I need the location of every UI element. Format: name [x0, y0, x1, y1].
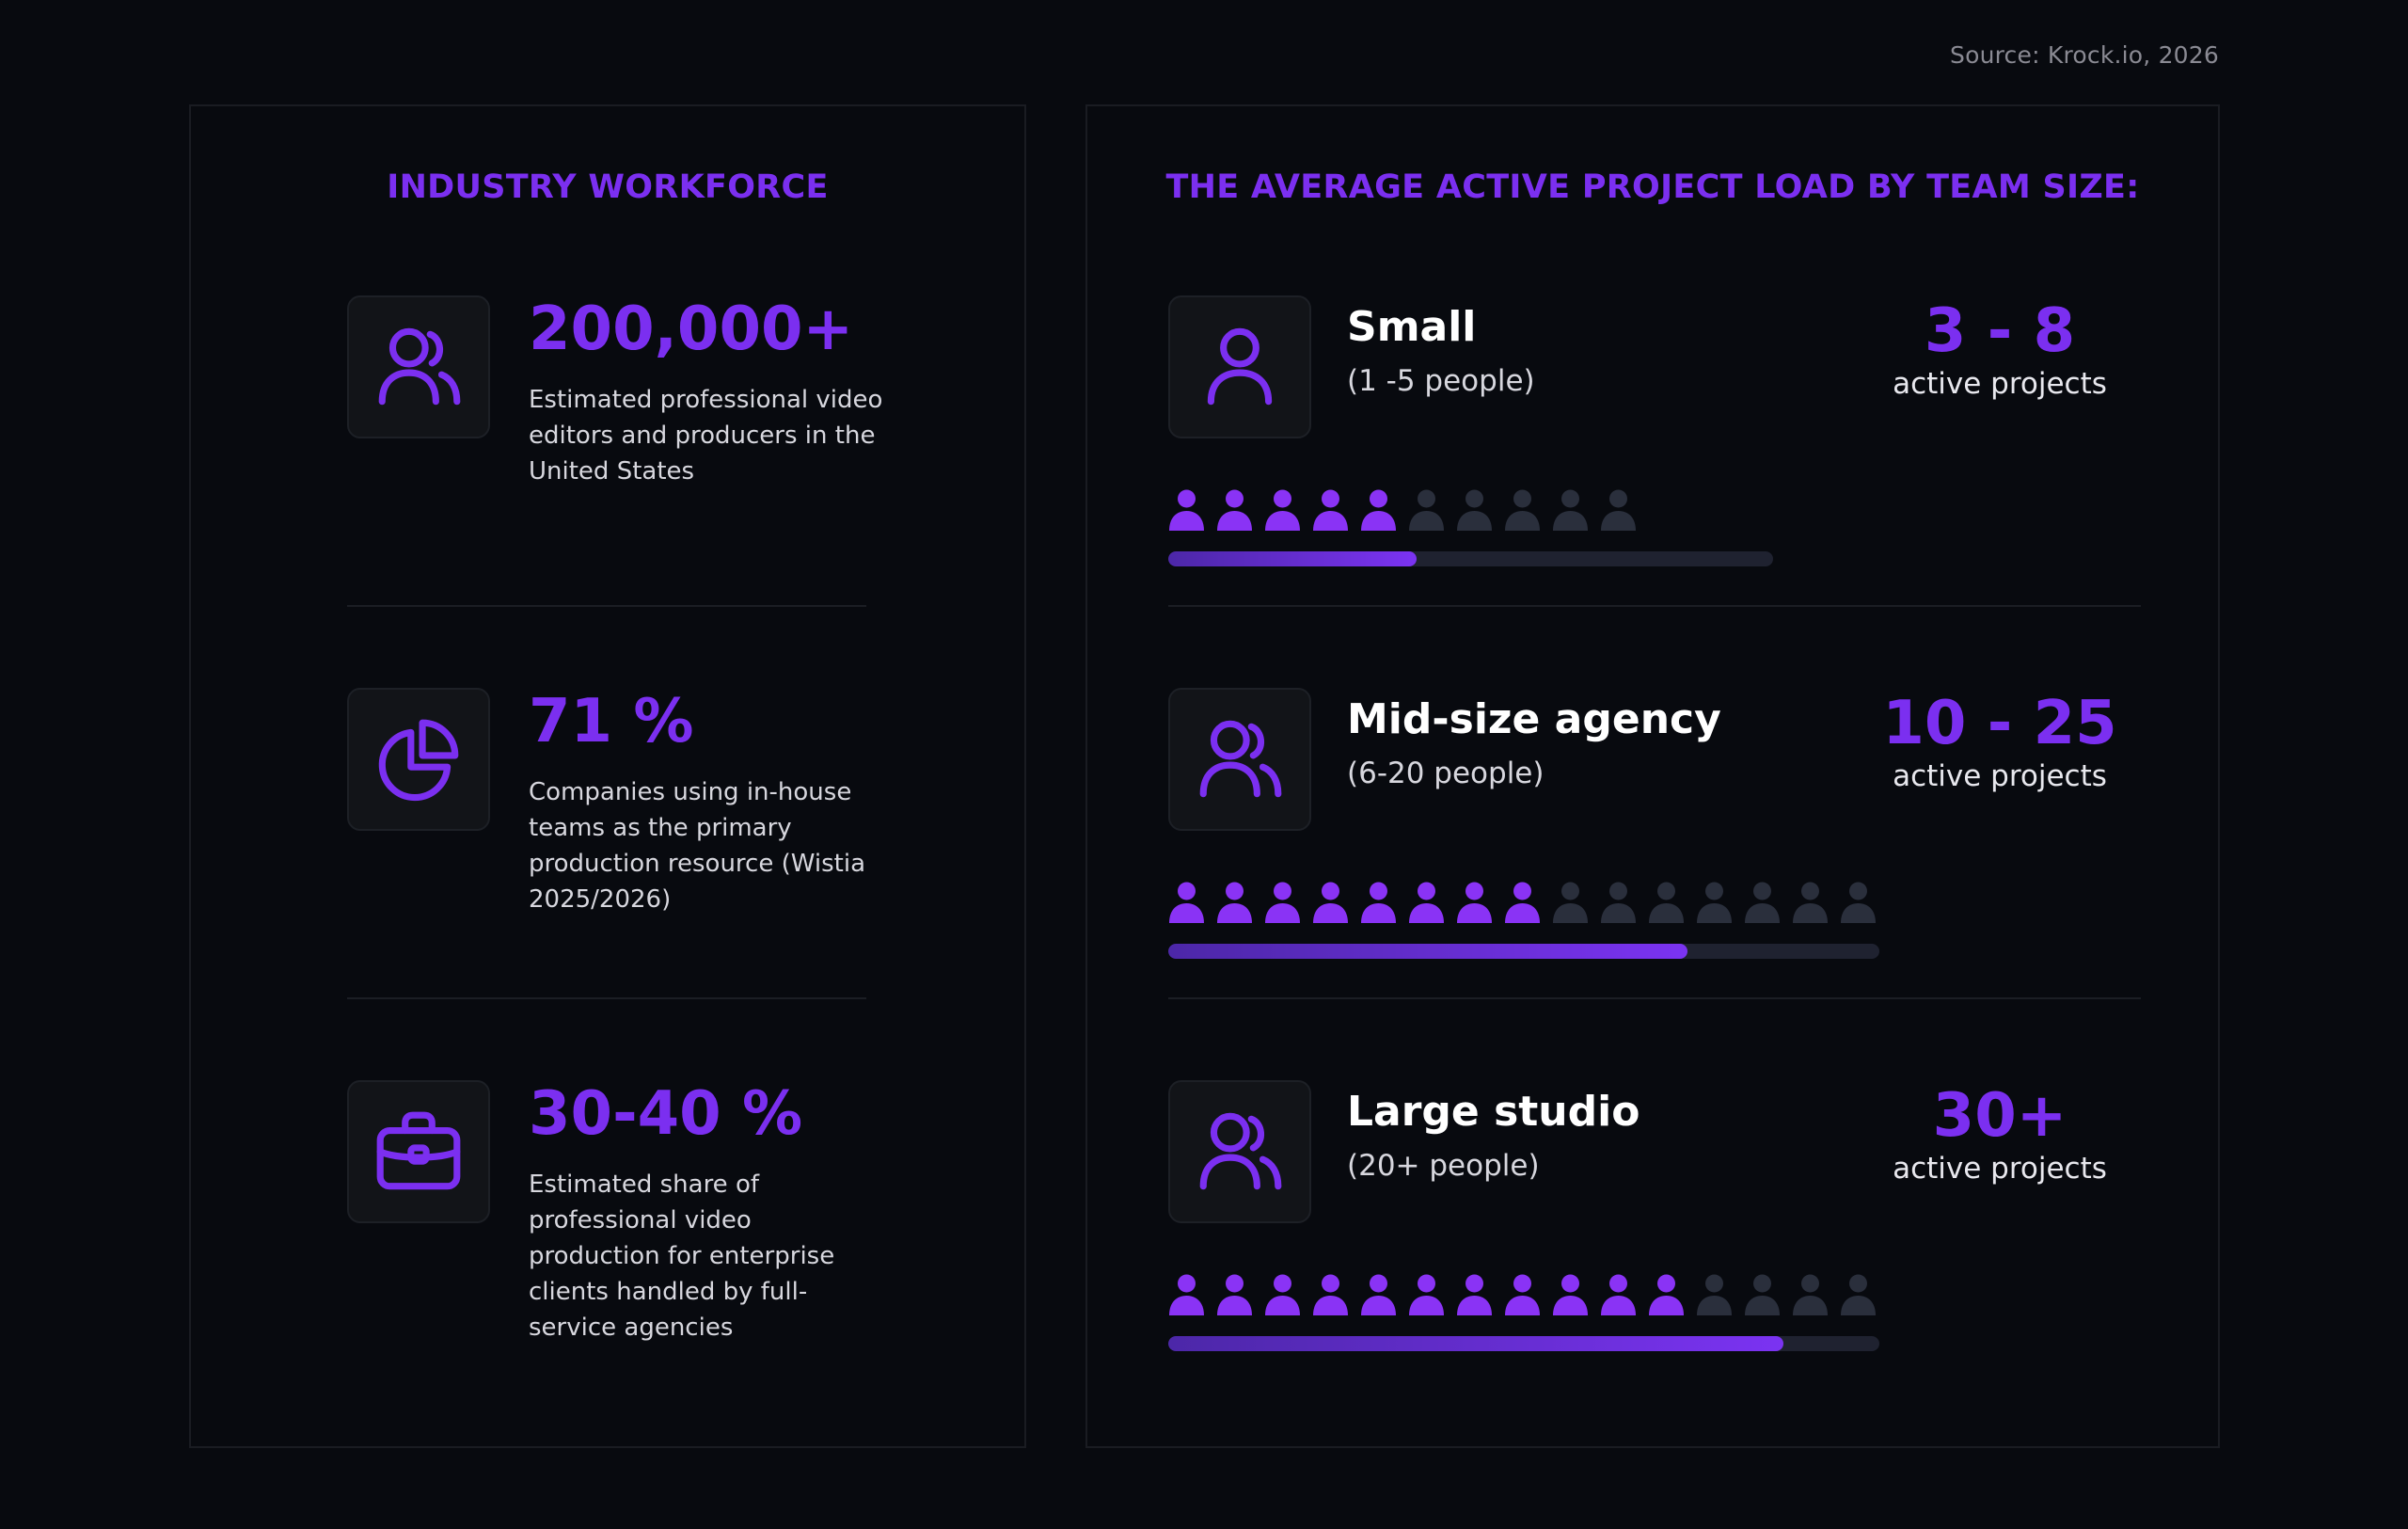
person-icon-inactive	[1841, 1274, 1876, 1315]
briefcase-icon	[347, 1080, 490, 1223]
tier-people-range: (1 -5 people)	[1347, 364, 1535, 398]
person-icon-active	[1457, 1274, 1492, 1315]
person-icon-active	[1313, 1274, 1348, 1315]
stat-description: Estimated professional video editors and…	[529, 386, 883, 486]
tier-small: Small (1 -5 people) 3 - 8 active project…	[1168, 295, 2141, 578]
tier-name: Large studio	[1347, 1088, 1640, 1136]
person-icon-inactive	[1697, 1274, 1732, 1315]
pie-chart-icon	[347, 688, 490, 831]
person-icon-active	[1169, 882, 1204, 923]
person-icon-active	[1217, 489, 1252, 531]
people-row	[1168, 1274, 1877, 1315]
person-icon-inactive	[1553, 882, 1588, 923]
person-icon-active	[1457, 882, 1492, 923]
project-unit: active projects	[1893, 1152, 2107, 1186]
person-icon-active	[1361, 489, 1396, 531]
load-bar-fill	[1168, 1336, 1783, 1351]
industry-workforce-panel: INDUSTRY WORKFORCE 200,000+ Estimated pr…	[189, 104, 1026, 1448]
stat-value: 200,000+	[529, 295, 854, 364]
divider	[1168, 997, 2141, 999]
person-icon-active	[1553, 1274, 1588, 1315]
person-icon-active	[1265, 1274, 1300, 1315]
person-icon-active	[1649, 1274, 1684, 1315]
people-row	[1168, 489, 1637, 531]
panel-title: INDUSTRY WORKFORCE	[387, 168, 829, 206]
person-icon-active	[1217, 1274, 1252, 1315]
load-bar	[1168, 1336, 1879, 1351]
tier-name: Small	[1347, 303, 1477, 351]
stat-description: Estimated share of professional video pr…	[529, 1171, 835, 1342]
person-icon-active	[1601, 1274, 1636, 1315]
person-icon-inactive	[1505, 489, 1540, 531]
project-unit: active projects	[1893, 759, 2107, 793]
tier-people-range: (6-20 people)	[1347, 757, 1545, 790]
person-icon-inactive	[1409, 489, 1444, 531]
person-icon-active	[1313, 882, 1348, 923]
users-icon	[347, 295, 490, 438]
person-icon-inactive	[1745, 882, 1780, 923]
person-icon-active	[1169, 489, 1204, 531]
stat-in-house: 71 % Companies using in-house teams as t…	[347, 688, 902, 1055]
person-icon-inactive	[1793, 882, 1828, 923]
users-icon	[1168, 688, 1311, 831]
project-load-panel: THE AVERAGE ACTIVE PROJECT LOAD BY TEAM …	[1085, 104, 2220, 1448]
person-icon-inactive	[1793, 1274, 1828, 1315]
person-icon-inactive	[1745, 1274, 1780, 1315]
project-range: 30+	[1932, 1081, 2067, 1151]
stat-agencies: 30-40 % Estimated share of professional …	[347, 1080, 902, 1447]
project-range: 10 - 25	[1882, 689, 2117, 758]
person-icon-active	[1265, 489, 1300, 531]
stat-description: Companies using in-house teams as the pr…	[529, 778, 865, 914]
person-icon-active	[1169, 1274, 1204, 1315]
divider	[1168, 605, 2141, 607]
person-icon-inactive	[1553, 489, 1588, 531]
person-icon-inactive	[1841, 882, 1876, 923]
tier-people-range: (20+ people)	[1347, 1149, 1540, 1183]
person-icon-active	[1409, 882, 1444, 923]
stat-workforce: 200,000+ Estimated professional video ed…	[347, 295, 902, 662]
users-icon	[1168, 1080, 1311, 1223]
project-unit: active projects	[1893, 367, 2107, 401]
person-icon-inactive	[1649, 882, 1684, 923]
person-icon-active	[1409, 1274, 1444, 1315]
person-icon-active	[1217, 882, 1252, 923]
person-icon-active	[1361, 1274, 1396, 1315]
tier-name: Mid-size agency	[1347, 695, 1721, 743]
person-icon-active	[1505, 882, 1540, 923]
divider	[347, 605, 866, 607]
person-icon-inactive	[1601, 489, 1636, 531]
tier-mid-size: Mid-size agency (6-20 people) 10 - 25 ac…	[1168, 688, 2141, 970]
panel-title: THE AVERAGE ACTIVE PROJECT LOAD BY TEAM …	[1165, 168, 2140, 206]
person-icon-active	[1265, 882, 1300, 923]
person-icon-active	[1313, 489, 1348, 531]
person-icon-inactive	[1601, 882, 1636, 923]
divider	[347, 997, 866, 999]
project-range: 3 - 8	[1924, 296, 2076, 366]
load-bar	[1168, 551, 1773, 566]
load-bar	[1168, 944, 1879, 959]
person-icon-active	[1505, 1274, 1540, 1315]
source-note: Source: Krock.io, 2026	[1950, 41, 2219, 69]
person-icon-active	[1361, 882, 1396, 923]
person-icon-inactive	[1457, 489, 1492, 531]
user-icon	[1168, 295, 1311, 438]
person-icon-inactive	[1697, 882, 1732, 923]
stat-value: 71 %	[529, 687, 694, 757]
people-row	[1168, 882, 1877, 923]
load-bar-fill	[1168, 551, 1417, 566]
tier-large: Large studio (20+ people) 30+ active pro…	[1168, 1080, 2141, 1362]
load-bar-fill	[1168, 944, 1687, 959]
stat-value: 30-40 %	[529, 1079, 803, 1149]
